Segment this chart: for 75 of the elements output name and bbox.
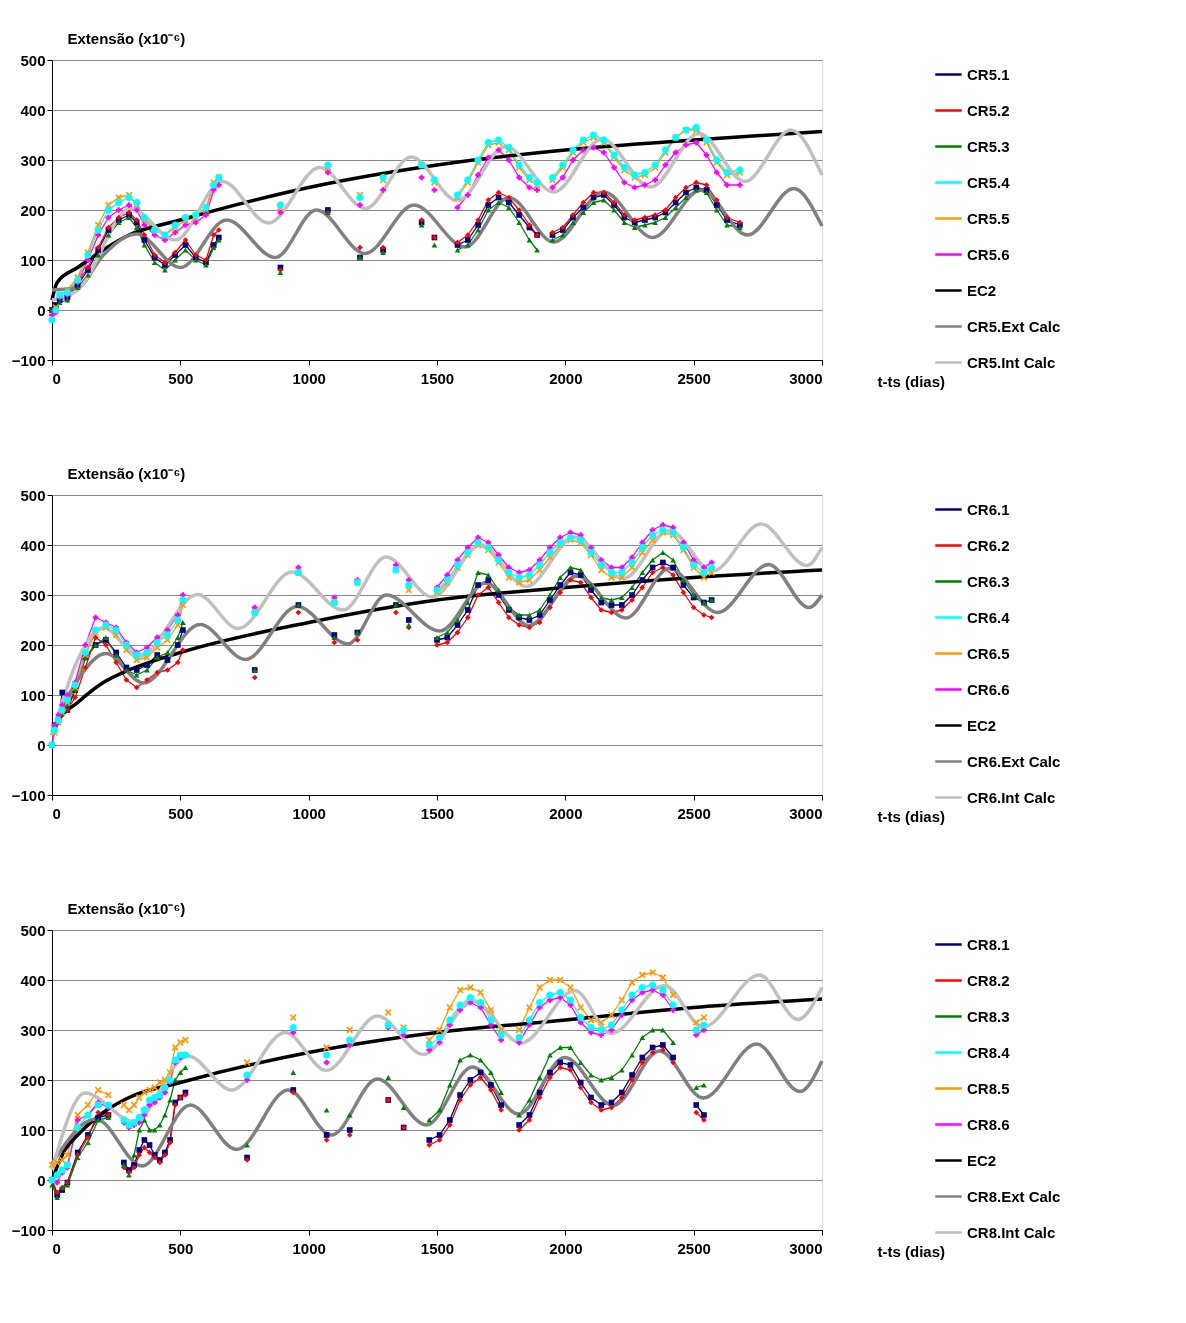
y-tick-label: 200 — [20, 201, 46, 219]
x-tick-label: 3000 — [789, 369, 823, 387]
legend-label: CR6.4 — [967, 608, 1011, 626]
legend-label: CR5.Ext Calc — [967, 317, 1061, 335]
x-tick-label: 1500 — [420, 369, 455, 387]
legend-label: CR8.4 — [967, 1043, 1011, 1061]
legend-label: CR8.5 — [967, 1079, 1010, 1097]
legend-label: CR5.1 — [967, 65, 1010, 83]
y-tick-label: −100 — [11, 351, 46, 369]
y-axis-title: Extensão (x10⁻⁶) — [67, 899, 186, 917]
y-tick-label: 500 — [20, 486, 46, 504]
y-tick-label: 400 — [20, 971, 46, 989]
y-tick-label: 200 — [20, 1071, 46, 1089]
x-tick-label: 2500 — [677, 369, 711, 387]
y-tick-label: 0 — [37, 1171, 46, 1189]
x-tick-label: 2000 — [549, 369, 583, 387]
legend-label: CR8.3 — [967, 1007, 1010, 1025]
y-tick-label: 100 — [20, 251, 46, 269]
x-axis-title: t-ts (dias) — [877, 372, 945, 390]
x-tick-label: 1000 — [292, 1239, 326, 1257]
x-tick-label: 1500 — [420, 1239, 455, 1257]
y-axis-title: Extensão (x10⁻⁶) — [67, 464, 186, 482]
x-tick-label: 1500 — [420, 804, 455, 822]
legend-label: CR8.2 — [967, 971, 1010, 989]
legend-label: CR6.5 — [967, 644, 1010, 662]
legend-label: CR5.4 — [967, 173, 1011, 191]
x-tick-label: 2000 — [549, 804, 583, 822]
legend-label: CR5.3 — [967, 137, 1010, 155]
legend-label: CR8.6 — [967, 1115, 1010, 1133]
legend-label: CR5.2 — [967, 101, 1010, 119]
x-tick-label: 500 — [168, 1239, 194, 1257]
x-tick-label: 0 — [52, 804, 61, 822]
y-tick-label: −100 — [11, 786, 46, 804]
x-axis-title: t-ts (dias) — [877, 807, 945, 825]
y-tick-label: 100 — [20, 686, 46, 704]
x-tick-label: 2500 — [677, 804, 711, 822]
y-tick-label: 300 — [20, 1021, 46, 1039]
y-tick-label: 0 — [37, 736, 46, 754]
y-tick-label: 400 — [20, 101, 46, 119]
y-tick-label: 300 — [20, 586, 46, 604]
legend-label: CR5.Int Calc — [967, 353, 1056, 371]
legend-label: CR8.Ext Calc — [967, 1187, 1061, 1205]
x-axis-title: t-ts (dias) — [877, 1242, 945, 1260]
y-tick-label: 500 — [20, 921, 46, 939]
y-tick-label: 200 — [20, 636, 46, 654]
legend-label: CR5.6 — [967, 245, 1010, 263]
legend-label: CR5.5 — [967, 209, 1010, 227]
legend-label: CR6.3 — [967, 572, 1010, 590]
x-tick-label: 0 — [52, 1239, 61, 1257]
legend-label: CR6.Int Calc — [967, 788, 1056, 806]
x-tick-label: 0 — [52, 369, 61, 387]
y-tick-label: −100 — [11, 1221, 46, 1239]
legend-label: CR8.1 — [967, 935, 1010, 953]
y-tick-label: 100 — [20, 1121, 46, 1139]
y-tick-label: 300 — [20, 151, 46, 169]
y-tick-label: 0 — [37, 301, 46, 319]
x-tick-label: 2500 — [677, 1239, 711, 1257]
y-tick-label: 400 — [20, 536, 46, 554]
x-tick-label: 2000 — [549, 1239, 583, 1257]
x-tick-label: 1000 — [292, 369, 326, 387]
legend-label: CR6.Ext Calc — [967, 752, 1061, 770]
y-axis-title: Extensão (x10⁻⁶) — [67, 29, 186, 47]
legend-label: CR8.Int Calc — [967, 1223, 1056, 1241]
legend-label: CR6.6 — [967, 680, 1010, 698]
y-tick-label: 500 — [20, 51, 46, 69]
legend-label: EC2 — [967, 1151, 997, 1169]
x-tick-label: 500 — [168, 804, 194, 822]
x-tick-label: 1000 — [292, 804, 326, 822]
x-tick-label: 500 — [168, 369, 194, 387]
legend-label: EC2 — [967, 716, 997, 734]
legend-label: EC2 — [967, 281, 997, 299]
x-tick-label: 3000 — [789, 804, 823, 822]
legend-label: CR6.2 — [967, 536, 1010, 554]
legend-label: CR6.1 — [967, 500, 1010, 518]
x-tick-label: 3000 — [789, 1239, 823, 1257]
